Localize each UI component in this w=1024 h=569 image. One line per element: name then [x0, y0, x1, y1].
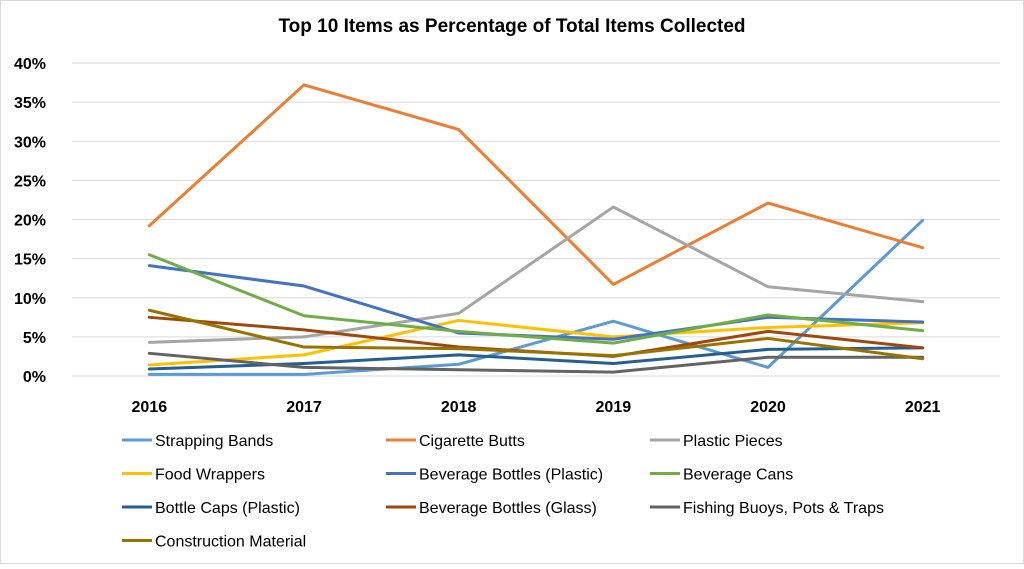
- series-line-9: [147, 308, 925, 361]
- y-tick-label: 15%: [14, 252, 46, 269]
- legend-label: Construction Material: [155, 534, 306, 551]
- legend-label: Beverage Cans: [683, 467, 793, 484]
- legend-label: Fishing Buoys, Pots & Traps: [683, 500, 884, 517]
- legend-label: Bottle Caps (Plastic): [155, 500, 300, 517]
- series-line-8: [147, 351, 925, 374]
- series-line-1: [147, 83, 925, 286]
- x-tick-label: 2021: [905, 399, 941, 416]
- y-tick-label: 20%: [14, 213, 46, 230]
- y-tick-label: 40%: [14, 56, 46, 73]
- x-tick-label: 2016: [132, 399, 168, 416]
- legend-label: Strapping Bands: [155, 433, 273, 450]
- legend-label: Beverage Bottles (Glass): [419, 500, 597, 517]
- y-tick-label: 10%: [14, 291, 46, 308]
- y-tick-label: 25%: [14, 173, 46, 190]
- legend-label: Cigarette Butts: [419, 433, 525, 450]
- series-line-5: [147, 253, 925, 345]
- chart-title: Top 10 Items as Percentage of Total Item…: [278, 16, 745, 37]
- x-tick-label: 2020: [750, 399, 786, 416]
- x-tick-label: 2019: [596, 399, 632, 416]
- legend-label: Beverage Bottles (Plastic): [419, 467, 603, 484]
- series-line-3: [147, 318, 925, 367]
- legend-label: Plastic Pieces: [683, 433, 783, 450]
- x-tick-label: 2017: [286, 399, 322, 416]
- y-tick-label: 35%: [14, 95, 46, 112]
- y-tick-label: 30%: [14, 134, 46, 151]
- legend-label: Food Wrappers: [155, 467, 265, 484]
- y-tick-label: 5%: [23, 330, 46, 347]
- series-line-2: [147, 205, 925, 344]
- y-tick-label: 0%: [23, 369, 46, 386]
- x-tick-label: 2018: [441, 399, 477, 416]
